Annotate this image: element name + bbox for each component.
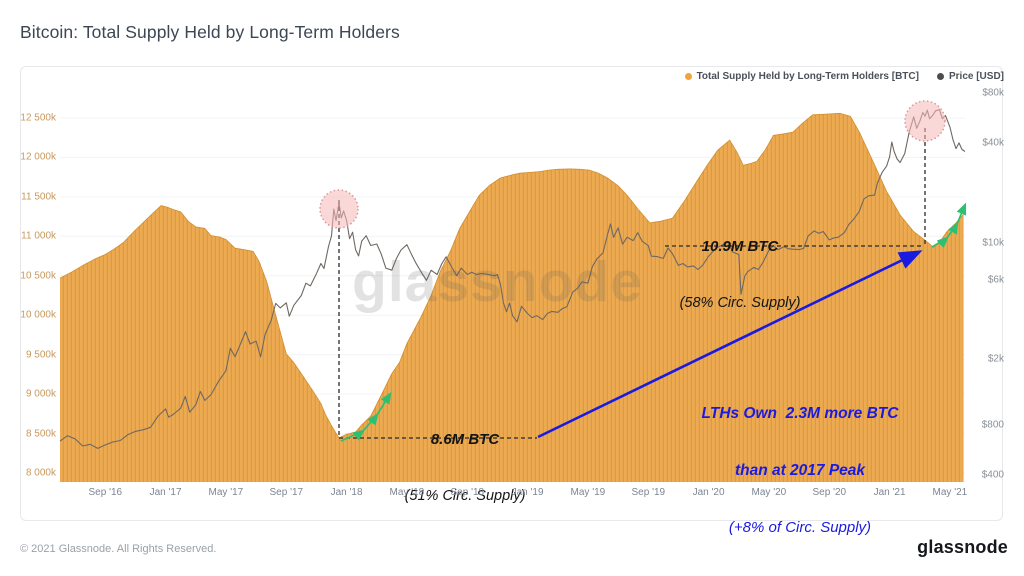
y-axis-left-label: 11 000k	[21, 230, 56, 242]
y-axis-right-label: $800	[981, 419, 1004, 431]
y-axis-right-label: $10k	[982, 237, 1004, 249]
annotation-2021-supply-pct: (58% Circ. Supply)	[679, 295, 801, 311]
y-axis-left-label: 9 000k	[25, 388, 56, 400]
x-axis-label: May '21	[932, 487, 968, 498]
highlight-circle	[904, 100, 946, 142]
legend-item-supply[interactable]: Total Supply Held by Long-Term Holders […	[684, 71, 919, 82]
y-axis-left-label: 12 000k	[20, 151, 56, 163]
y-axis-right-label: $80k	[982, 87, 1004, 99]
y-axis-left-label: 10 000k	[20, 309, 56, 321]
price-series-dot-icon	[936, 73, 944, 80]
price-line	[59, 109, 966, 449]
annotation-lth-gain: LTHs Own 2.3M more BTC than at 2017 Peak…	[683, 367, 917, 574]
legend-item-price[interactable]: Price [USD]	[936, 71, 1004, 82]
blue-arrow	[537, 250, 923, 439]
x-axis-label: Sep '18	[450, 487, 485, 498]
green-arrow	[931, 202, 967, 249]
x-axis-label: May '18	[389, 487, 425, 498]
x-axis-label: May '20	[751, 487, 787, 498]
supply-series-dot-icon	[684, 73, 692, 80]
annotation-2021-supply: 10.9M BTC (58% Circ. Supply)	[640, 201, 840, 349]
x-axis-label: Sep '20	[812, 487, 847, 498]
annotation-lth-gain-line1: LTHs Own 2.3M more BTC	[701, 405, 899, 422]
page-title: Bitcoin: Total Supply Held by Long-Term …	[20, 22, 400, 42]
x-axis-label: May '19	[570, 487, 606, 498]
y-axis-right-label: $40k	[982, 137, 1004, 149]
x-axis-label: Sep '16	[88, 487, 123, 498]
x-axis-label: May '17	[208, 487, 244, 498]
legend-item-supply-label: Total Supply Held by Long-Term Holders […	[696, 71, 919, 82]
chart-legend: Total Supply Held by Long-Term Holders […	[684, 71, 1004, 82]
annotation-2018-supply-low: 8.6M BTC (51% Circ. Supply)	[365, 394, 565, 542]
y-axis-left-label: 11 500k	[21, 191, 56, 203]
y-axis-left-label: 12 500k	[20, 112, 56, 124]
y-axis-right-label: $400	[981, 469, 1004, 481]
annotation-2021-supply-value: 10.9M BTC	[701, 238, 779, 255]
annotation-2018-supply-low-pct: (51% Circ. Supply)	[404, 488, 526, 504]
legend-item-price-label: Price [USD]	[948, 71, 1004, 82]
x-axis-label: Sep '17	[269, 487, 304, 498]
glassnode-logo: glassnode	[917, 537, 1008, 557]
y-axis-left-label: 8 000k	[25, 467, 56, 479]
watermark: glassnode	[352, 250, 643, 314]
y-axis-left-label: 9 500k	[25, 349, 56, 361]
x-axis-label: Sep '19	[631, 487, 666, 498]
x-axis-label: Jan '18	[330, 487, 363, 498]
y-axis-right-label: $2k	[987, 353, 1004, 365]
annotation-2018-supply-low-value: 8.6M BTC	[430, 431, 500, 448]
x-axis-label: Jan '17	[149, 487, 182, 498]
y-axis-left-label: 10 500k	[20, 270, 56, 282]
x-axis-label: Jan '20	[692, 487, 725, 498]
footer-copyright: © 2021 Glassnode. All Rights Reserved.	[20, 543, 217, 555]
x-axis-label: Jan '21	[873, 487, 906, 498]
y-axis-right-label: $6k	[987, 274, 1004, 286]
supply-area-edge	[59, 112, 964, 439]
highlight-circle	[319, 189, 359, 229]
x-axis-label: Jan '19	[511, 487, 544, 498]
annotation-lth-gain-line2: than at 2017 Peak	[734, 462, 866, 479]
annotation-lth-gain-line3: (+8% of Circ. Supply)	[728, 519, 872, 536]
green-arrow	[340, 391, 392, 442]
y-axis-left-label: 8 500k	[25, 428, 56, 440]
supply-area	[60, 113, 964, 483]
